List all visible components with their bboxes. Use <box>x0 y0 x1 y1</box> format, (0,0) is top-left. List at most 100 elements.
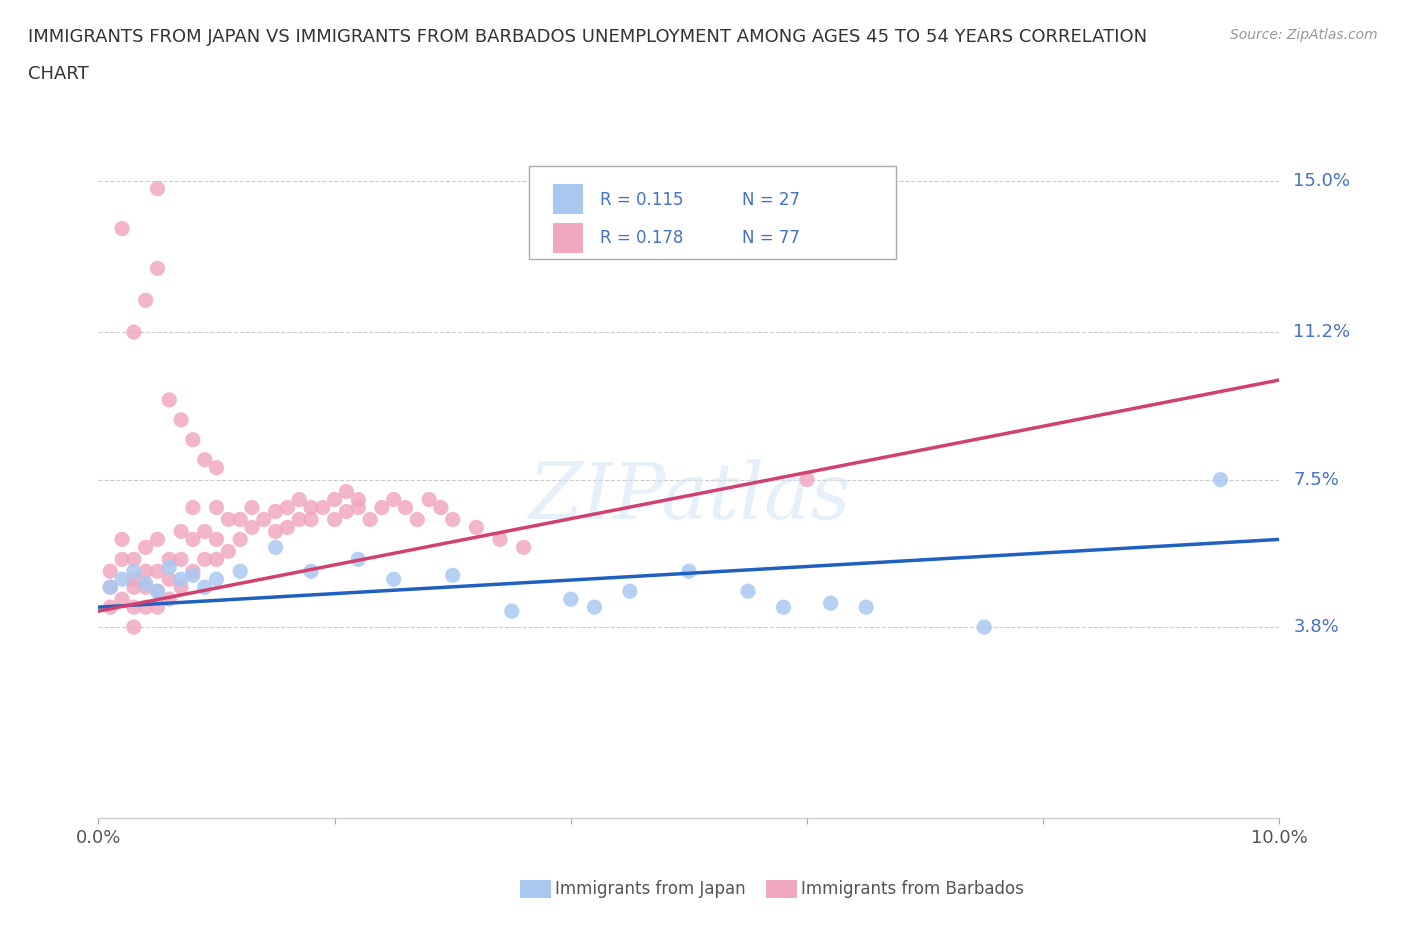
Point <box>347 500 370 515</box>
Point <box>205 572 228 587</box>
Point <box>418 492 440 507</box>
Point <box>146 600 169 615</box>
Point <box>288 492 311 507</box>
Point <box>678 564 700 578</box>
Point <box>323 512 346 527</box>
Point <box>229 532 252 547</box>
Point <box>157 591 180 606</box>
Point <box>194 551 217 566</box>
Point <box>111 551 134 566</box>
Point <box>146 584 169 599</box>
Point <box>973 619 995 634</box>
Point <box>430 500 453 515</box>
Point <box>820 596 842 611</box>
Point <box>323 492 346 507</box>
Point <box>205 532 228 547</box>
Point <box>194 579 217 594</box>
Point <box>122 551 145 566</box>
Point <box>335 504 357 519</box>
Point <box>135 540 157 555</box>
Point <box>122 564 145 578</box>
Point <box>205 551 228 566</box>
Point <box>855 600 877 615</box>
Point <box>560 591 582 606</box>
Point <box>489 532 512 547</box>
Point <box>157 392 180 407</box>
Point <box>335 485 357 499</box>
Point <box>170 551 193 566</box>
Point <box>1209 472 1232 487</box>
Point <box>264 524 287 538</box>
Point <box>264 504 287 519</box>
Point <box>276 520 298 535</box>
Point <box>371 500 394 515</box>
Point <box>122 619 145 634</box>
Point <box>135 600 157 615</box>
Text: CHART: CHART <box>28 65 89 83</box>
Text: 3.8%: 3.8% <box>1294 618 1339 636</box>
Point <box>111 591 134 606</box>
Text: N = 27: N = 27 <box>742 191 800 208</box>
Point <box>347 551 370 566</box>
Point <box>181 564 204 578</box>
Point <box>111 572 134 587</box>
Point <box>299 564 322 578</box>
Point <box>737 584 759 599</box>
FancyBboxPatch shape <box>553 222 582 253</box>
Point <box>146 181 169 196</box>
Point <box>170 412 193 427</box>
Point <box>122 600 145 615</box>
Point <box>217 512 239 527</box>
Point <box>312 500 335 515</box>
Text: IMMIGRANTS FROM JAPAN VS IMMIGRANTS FROM BARBADOS UNEMPLOYMENT AMONG AGES 45 TO : IMMIGRANTS FROM JAPAN VS IMMIGRANTS FROM… <box>28 28 1147 46</box>
Point <box>288 512 311 527</box>
Point <box>347 492 370 507</box>
Point <box>157 551 180 566</box>
Point <box>98 579 121 594</box>
Text: 15.0%: 15.0% <box>1294 172 1350 190</box>
Point <box>146 261 169 276</box>
Point <box>240 500 263 515</box>
Point <box>111 532 134 547</box>
Text: 7.5%: 7.5% <box>1294 471 1340 488</box>
Point <box>181 432 204 447</box>
Point <box>146 532 169 547</box>
Point <box>157 572 180 587</box>
Point <box>181 500 204 515</box>
Text: N = 77: N = 77 <box>742 229 800 247</box>
Point <box>111 221 134 236</box>
Point <box>772 600 794 615</box>
Point <box>796 472 818 487</box>
Point <box>253 512 276 527</box>
Point <box>146 564 169 578</box>
Point <box>299 500 322 515</box>
Point <box>135 579 157 594</box>
Point <box>240 520 263 535</box>
Point <box>205 460 228 475</box>
Point <box>122 325 145 339</box>
Point <box>501 604 523 618</box>
Point <box>135 564 157 578</box>
Point <box>122 572 145 587</box>
Point <box>299 512 322 527</box>
Point <box>382 492 405 507</box>
Point <box>619 584 641 599</box>
Point <box>217 544 239 559</box>
Point <box>441 568 464 583</box>
Point <box>406 512 429 527</box>
Point <box>98 579 121 594</box>
Point <box>394 500 416 515</box>
Point <box>359 512 381 527</box>
Point <box>157 560 180 575</box>
Point <box>382 572 405 587</box>
Point <box>229 512 252 527</box>
FancyBboxPatch shape <box>553 184 582 214</box>
Point <box>583 600 606 615</box>
Point <box>205 500 228 515</box>
Point <box>135 576 157 591</box>
Point <box>170 572 193 587</box>
Point <box>465 520 488 535</box>
Point <box>276 500 298 515</box>
Point <box>181 532 204 547</box>
Point <box>194 524 217 538</box>
